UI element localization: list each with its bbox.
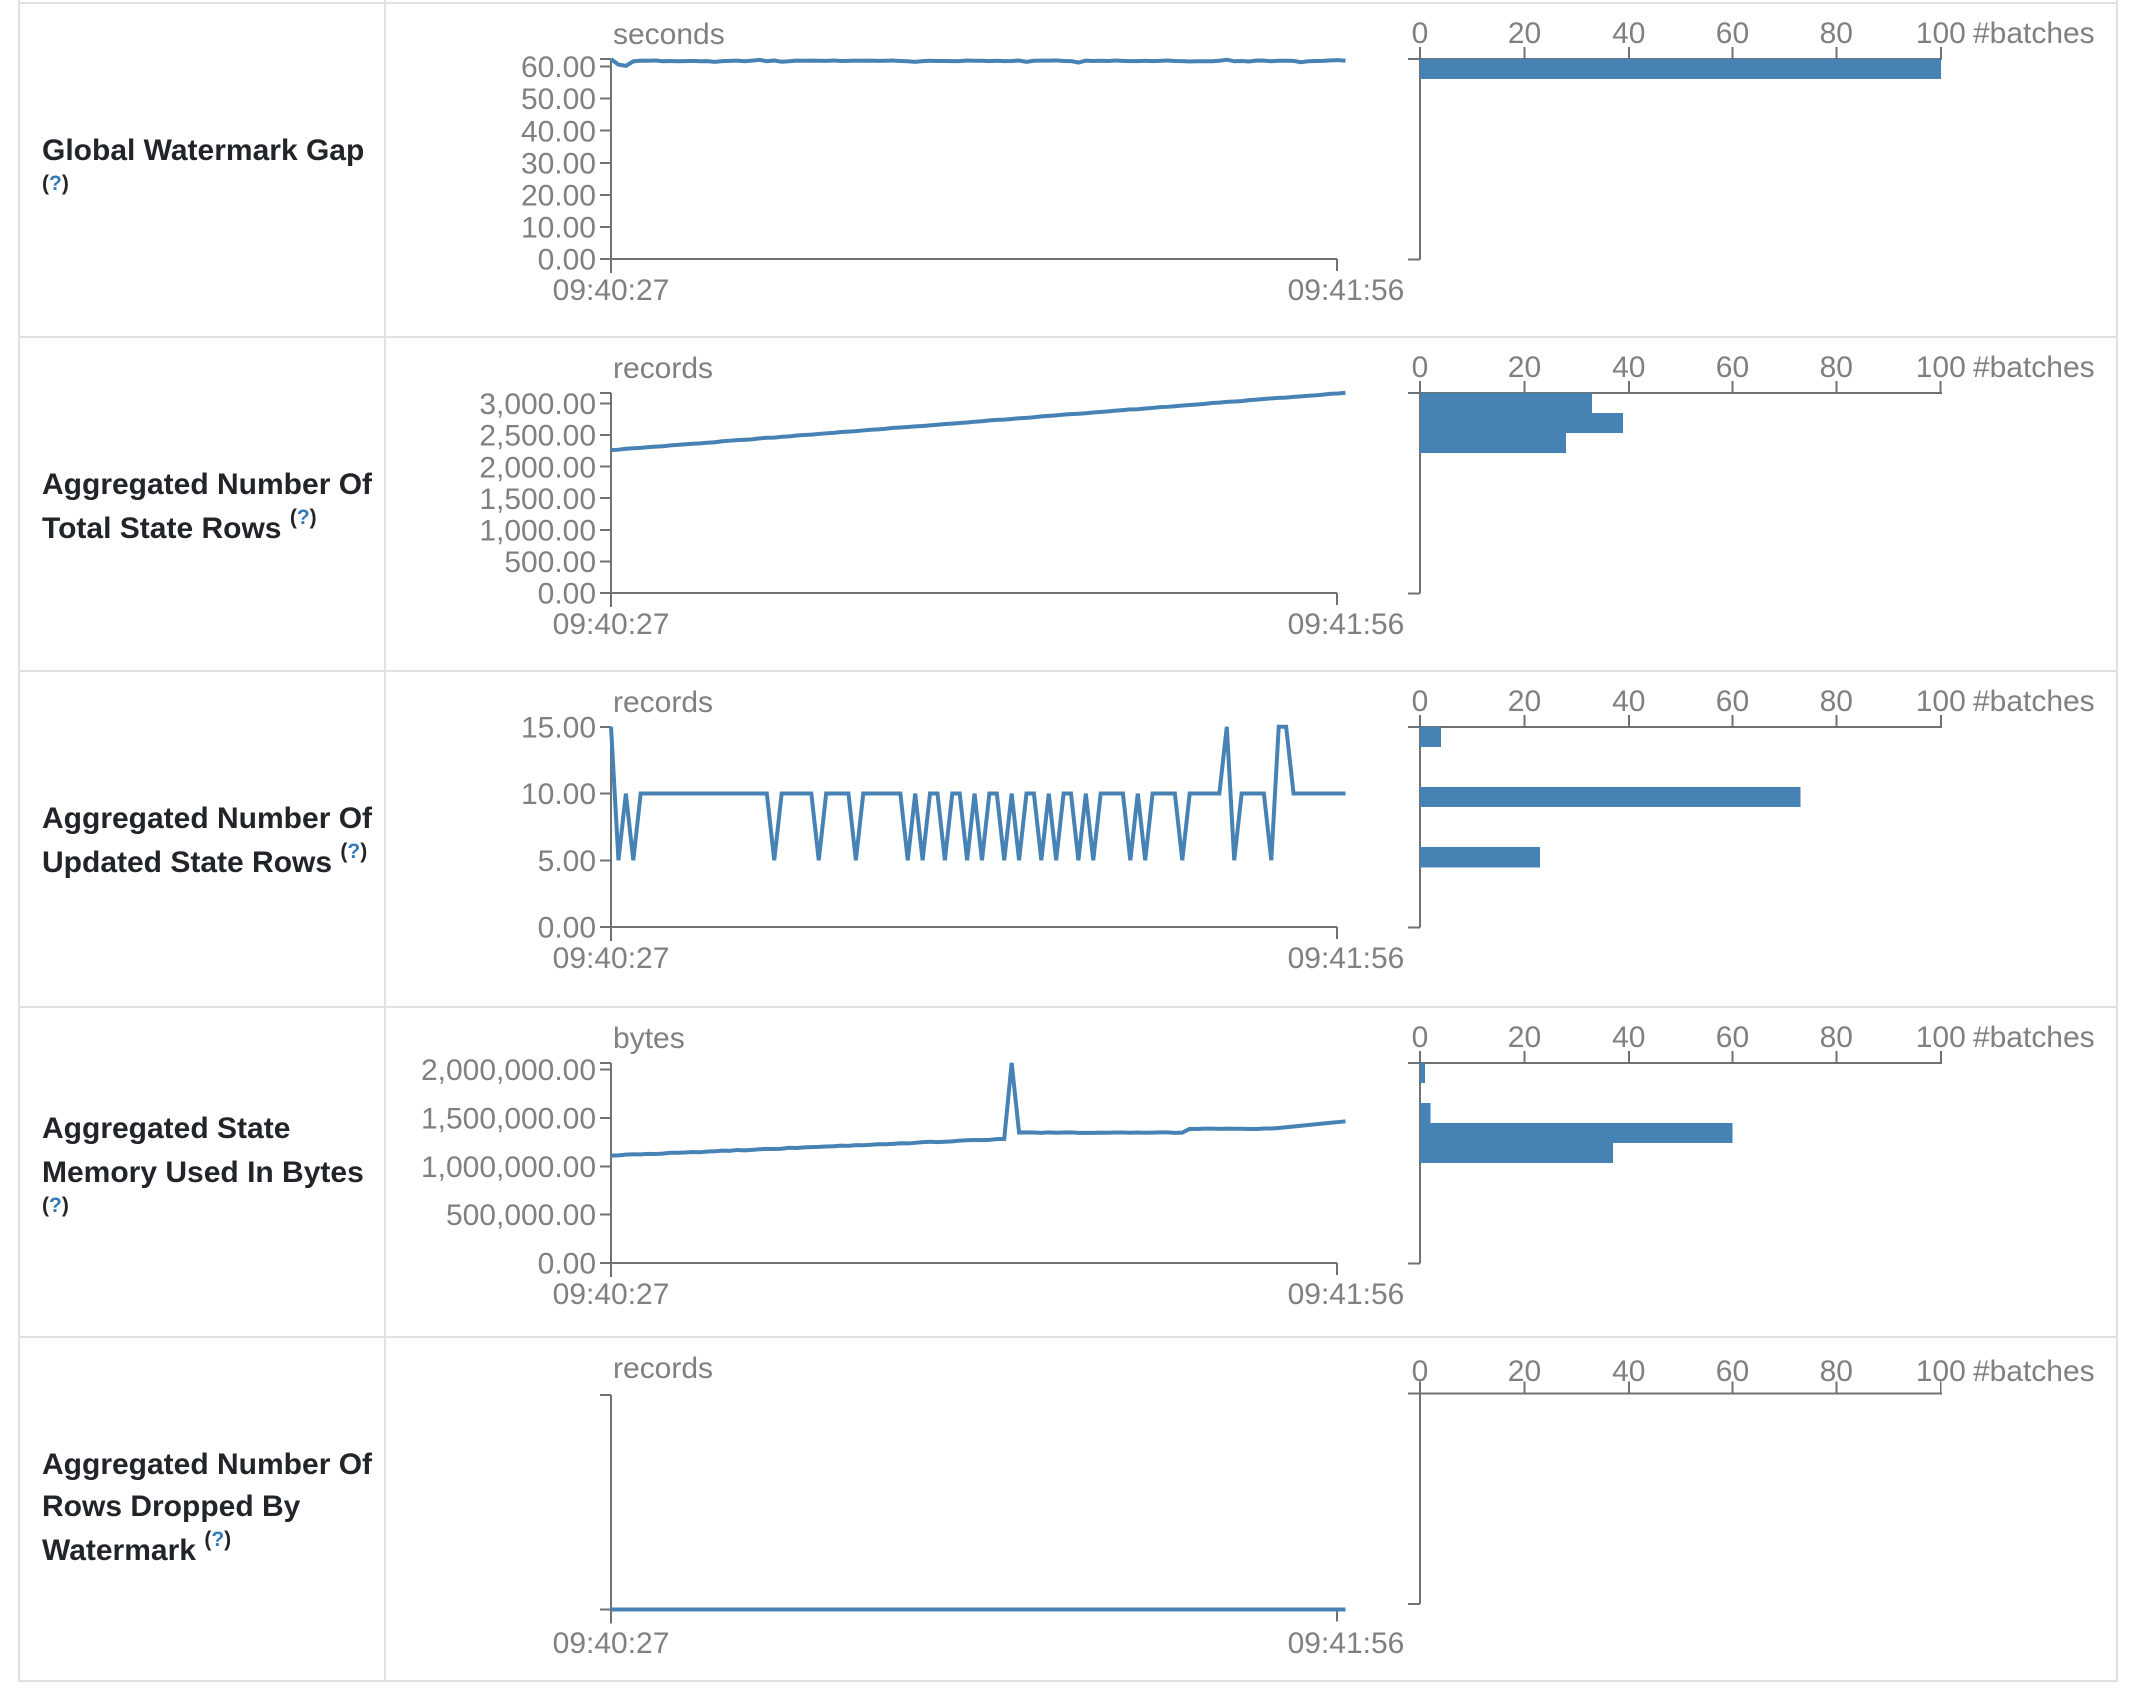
svg-text:#batches: #batches [1973,17,2095,50]
svg-text:#batches: #batches [1973,1020,2095,1053]
svg-text:5.00: 5.00 [538,845,596,878]
svg-text:100: 100 [1916,17,1966,50]
svg-text:1,000.00: 1,000.00 [479,514,596,547]
svg-text:09:40:27: 09:40:27 [553,942,670,975]
svg-text:#batches: #batches [1973,351,2095,384]
svg-text:500.00: 500.00 [504,546,596,579]
svg-text:09:40:27: 09:40:27 [553,607,670,640]
svg-text:40: 40 [1612,17,1645,50]
svg-text:09:41:56: 09:41:56 [1288,1277,1405,1310]
svg-text:2,000,000.00: 2,000,000.00 [421,1053,596,1086]
svg-text:records: records [613,352,713,385]
svg-text:80: 80 [1820,1020,1853,1053]
svg-text:#batches: #batches [1973,685,2095,718]
svg-text:60: 60 [1716,351,1749,384]
svg-text:records: records [613,686,713,719]
svg-text:100: 100 [1916,351,1966,384]
svg-text:1,500.00: 1,500.00 [479,482,596,515]
svg-text:09:41:56: 09:41:56 [1288,1627,1405,1660]
svg-text:#batches: #batches [1973,1355,2095,1388]
svg-text:20: 20 [1508,1020,1541,1053]
svg-text:60: 60 [1716,1355,1749,1388]
svg-text:20: 20 [1508,17,1541,50]
svg-text:20: 20 [1508,685,1541,718]
svg-text:0: 0 [1412,1355,1429,1388]
svg-text:10.00: 10.00 [521,778,596,811]
svg-text:1,000,000.00: 1,000,000.00 [421,1150,596,1183]
svg-text:0.00: 0.00 [538,912,596,945]
svg-text:0: 0 [1412,17,1429,50]
svg-text:80: 80 [1820,685,1853,718]
svg-text:0: 0 [1412,1020,1429,1053]
svg-text:09:40:27: 09:40:27 [553,1627,670,1660]
svg-text:40: 40 [1612,1355,1645,1388]
svg-text:60: 60 [1716,685,1749,718]
svg-text:60: 60 [1716,17,1749,50]
svg-text:100: 100 [1916,1355,1966,1388]
svg-text:20: 20 [1508,1355,1541,1388]
svg-text:40.00: 40.00 [521,115,596,148]
svg-text:09:40:27: 09:40:27 [553,1277,670,1310]
svg-text:0: 0 [1412,351,1429,384]
svg-text:50.00: 50.00 [521,83,596,116]
svg-text:09:41:56: 09:41:56 [1288,607,1405,640]
svg-text:30.00: 30.00 [521,147,596,180]
svg-text:10.00: 10.00 [521,212,596,245]
svg-text:60.00: 60.00 [521,51,596,84]
svg-text:500,000.00: 500,000.00 [446,1198,596,1231]
svg-text:0.00: 0.00 [538,1247,596,1280]
svg-text:09:41:56: 09:41:56 [1288,274,1405,307]
svg-text:0: 0 [1412,685,1429,718]
svg-text:records: records [613,1352,713,1385]
svg-text:40: 40 [1612,351,1645,384]
svg-text:20.00: 20.00 [521,179,596,212]
svg-text:09:40:27: 09:40:27 [553,274,670,307]
svg-text:09:41:56: 09:41:56 [1288,942,1405,975]
svg-text:1,500,000.00: 1,500,000.00 [421,1102,596,1135]
svg-text:40: 40 [1612,685,1645,718]
svg-text:0.00: 0.00 [538,244,596,277]
svg-text:40: 40 [1612,1020,1645,1053]
svg-text:100: 100 [1916,685,1966,718]
svg-text:100: 100 [1916,1020,1966,1053]
svg-text:bytes: bytes [613,1021,685,1054]
svg-text:60: 60 [1716,1020,1749,1053]
svg-text:2,500.00: 2,500.00 [479,419,596,452]
svg-text:0.00: 0.00 [538,577,596,610]
svg-text:80: 80 [1820,351,1853,384]
svg-text:80: 80 [1820,17,1853,50]
svg-text:80: 80 [1820,1355,1853,1388]
svg-text:20: 20 [1508,351,1541,384]
svg-text:3,000.00: 3,000.00 [479,388,596,421]
svg-text:2,000.00: 2,000.00 [479,451,596,484]
svg-text:seconds: seconds [613,18,725,51]
svg-text:15.00: 15.00 [521,711,596,744]
